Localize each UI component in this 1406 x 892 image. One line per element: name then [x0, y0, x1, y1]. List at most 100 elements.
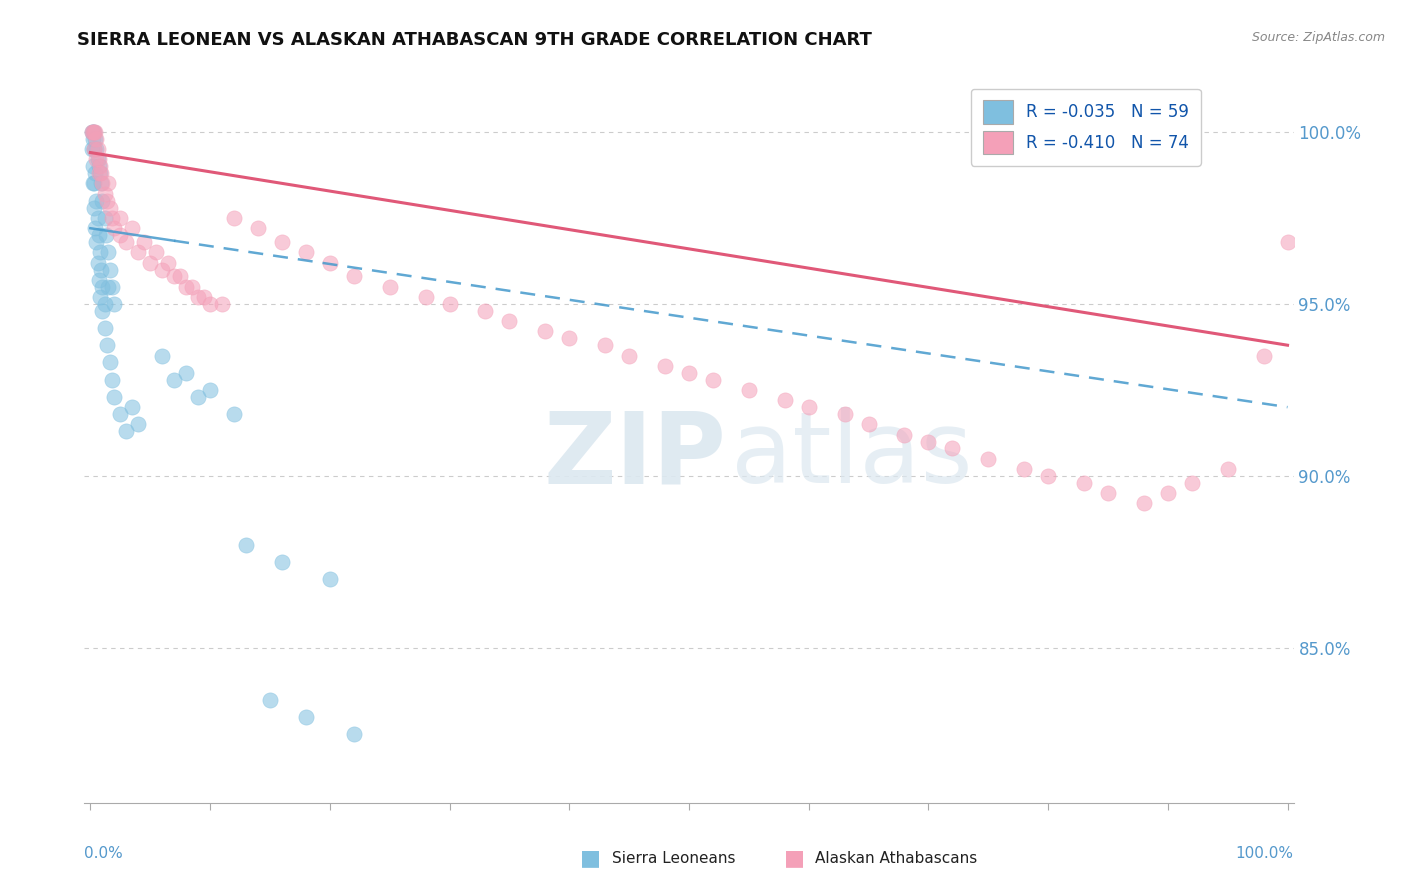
Text: ZIP: ZIP: [544, 408, 727, 505]
Point: [174, 366, 197, 380]
Point: [1216, 462, 1239, 476]
Point: [83, 201, 105, 215]
Text: Source: ZipAtlas.com: Source: ZipAtlas.com: [1251, 31, 1385, 45]
Point: [86, 142, 108, 156]
Point: [110, 228, 132, 243]
Point: [86, 194, 108, 208]
Point: [101, 211, 124, 225]
Point: [593, 338, 616, 352]
Point: [84, 132, 107, 146]
Text: 0.0%: 0.0%: [84, 847, 124, 861]
Point: [474, 303, 496, 318]
Point: [319, 255, 342, 269]
Point: [86, 132, 108, 146]
Point: [96, 338, 118, 352]
Text: ■: ■: [785, 848, 804, 868]
Point: [270, 235, 292, 249]
Point: [84, 166, 107, 180]
Point: [87, 153, 110, 167]
Point: [84, 125, 107, 139]
Point: [93, 297, 115, 311]
Point: [702, 373, 724, 387]
Point: [98, 262, 121, 277]
Point: [89, 245, 111, 260]
Point: [654, 359, 676, 373]
Point: [198, 383, 221, 397]
Point: [103, 221, 125, 235]
Point: [917, 434, 939, 449]
Point: [91, 303, 114, 318]
Point: [343, 269, 366, 284]
Point: [259, 692, 281, 706]
Point: [738, 383, 761, 397]
Point: [115, 235, 138, 249]
Point: [157, 255, 180, 269]
Point: [139, 255, 162, 269]
Point: [121, 221, 143, 235]
Point: [103, 297, 125, 311]
Text: atlas: atlas: [731, 408, 973, 505]
Point: [110, 211, 132, 225]
Point: [235, 538, 257, 552]
Point: [82, 132, 104, 146]
Point: [80, 125, 103, 139]
Point: [86, 255, 108, 269]
Point: [86, 211, 108, 225]
Point: [98, 355, 121, 369]
Point: [97, 245, 120, 260]
Point: [87, 159, 110, 173]
Point: [84, 221, 107, 235]
Point: [80, 142, 103, 156]
Point: [270, 555, 292, 569]
Point: [101, 279, 124, 293]
Point: [415, 290, 437, 304]
Point: [89, 166, 111, 180]
Point: [97, 177, 120, 191]
Point: [82, 125, 104, 139]
Point: [977, 451, 1000, 466]
Point: [86, 153, 108, 167]
Text: 100.0%: 100.0%: [1236, 847, 1294, 861]
Text: Alaskan Athabascans: Alaskan Athabascans: [815, 851, 977, 865]
Point: [295, 245, 318, 260]
Point: [1157, 486, 1180, 500]
Point: [93, 211, 115, 225]
Point: [1097, 486, 1119, 500]
Point: [678, 366, 700, 380]
Point: [797, 400, 820, 414]
Point: [169, 269, 191, 284]
Text: Sierra Leoneans: Sierra Leoneans: [612, 851, 735, 865]
Point: [187, 290, 209, 304]
Point: [145, 245, 167, 260]
Point: [93, 321, 115, 335]
Point: [834, 407, 856, 421]
Point: [858, 417, 880, 432]
Point: [1012, 462, 1035, 476]
Point: [94, 228, 117, 243]
Point: [181, 279, 204, 293]
Point: [893, 427, 915, 442]
Text: SIERRA LEONEAN VS ALASKAN ATHABASCAN 9TH GRADE CORRELATION CHART: SIERRA LEONEAN VS ALASKAN ATHABASCAN 9TH…: [77, 31, 872, 49]
Point: [127, 417, 149, 432]
Point: [101, 373, 124, 387]
Point: [211, 297, 233, 311]
Point: [198, 297, 221, 311]
Point: [187, 390, 209, 404]
Point: [83, 125, 105, 139]
Point: [90, 166, 112, 180]
Point: [87, 228, 110, 243]
Point: [86, 142, 108, 156]
Point: [83, 125, 105, 139]
Point: [87, 273, 110, 287]
Point: [91, 177, 114, 191]
Point: [86, 235, 108, 249]
Point: [90, 262, 112, 277]
Point: [222, 407, 245, 421]
Point: [89, 159, 111, 173]
Point: [163, 269, 186, 284]
Point: [90, 177, 112, 191]
Point: [773, 393, 796, 408]
Point: [343, 727, 366, 741]
Point: [82, 159, 104, 173]
Point: [1036, 469, 1059, 483]
